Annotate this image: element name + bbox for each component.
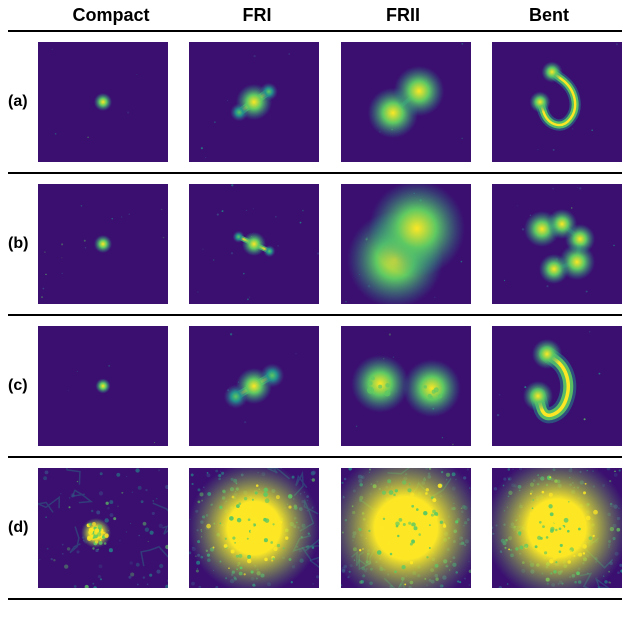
- tile-d-bent: [492, 468, 622, 588]
- tile-a-frii: [341, 42, 471, 162]
- row-label-c: (c): [8, 377, 38, 395]
- row-b: (b): [8, 174, 622, 316]
- tile-a-compact: [38, 42, 168, 162]
- row-label-b: (b): [8, 235, 38, 253]
- row-d: (d): [8, 458, 622, 598]
- col-head-frii: FRII: [330, 5, 476, 26]
- tile-b-compact: [38, 184, 168, 304]
- tiles-a: [38, 42, 622, 162]
- tiles-b: [38, 184, 622, 304]
- tile-a-bent: [492, 42, 622, 162]
- tile-b-bent: [492, 184, 622, 304]
- tile-c-frii: [341, 326, 471, 446]
- rows-container: (a) (b) (c): [8, 32, 622, 600]
- tile-d-fri: [189, 468, 319, 588]
- col-head-bent: Bent: [476, 5, 622, 26]
- tile-b-frii: [341, 184, 471, 304]
- tiles-d: [38, 468, 622, 588]
- tile-a-fri: [189, 42, 319, 162]
- row-a: (a): [8, 32, 622, 174]
- tiles-c: [38, 326, 622, 446]
- tile-c-bent: [492, 326, 622, 446]
- figure-grid: Compact FRI FRII Bent (a) (b): [0, 0, 630, 618]
- column-headers: Compact FRI FRII Bent: [8, 0, 622, 32]
- tile-d-compact: [38, 468, 168, 588]
- col-head-fri: FRI: [184, 5, 330, 26]
- col-head-compact: Compact: [38, 5, 184, 26]
- row-label-a: (a): [8, 93, 38, 111]
- tile-d-frii: [341, 468, 471, 588]
- row-c: (c): [8, 316, 622, 458]
- tile-c-fri: [189, 326, 319, 446]
- tile-b-fri: [189, 184, 319, 304]
- row-label-d: (d): [8, 519, 38, 537]
- tile-c-compact: [38, 326, 168, 446]
